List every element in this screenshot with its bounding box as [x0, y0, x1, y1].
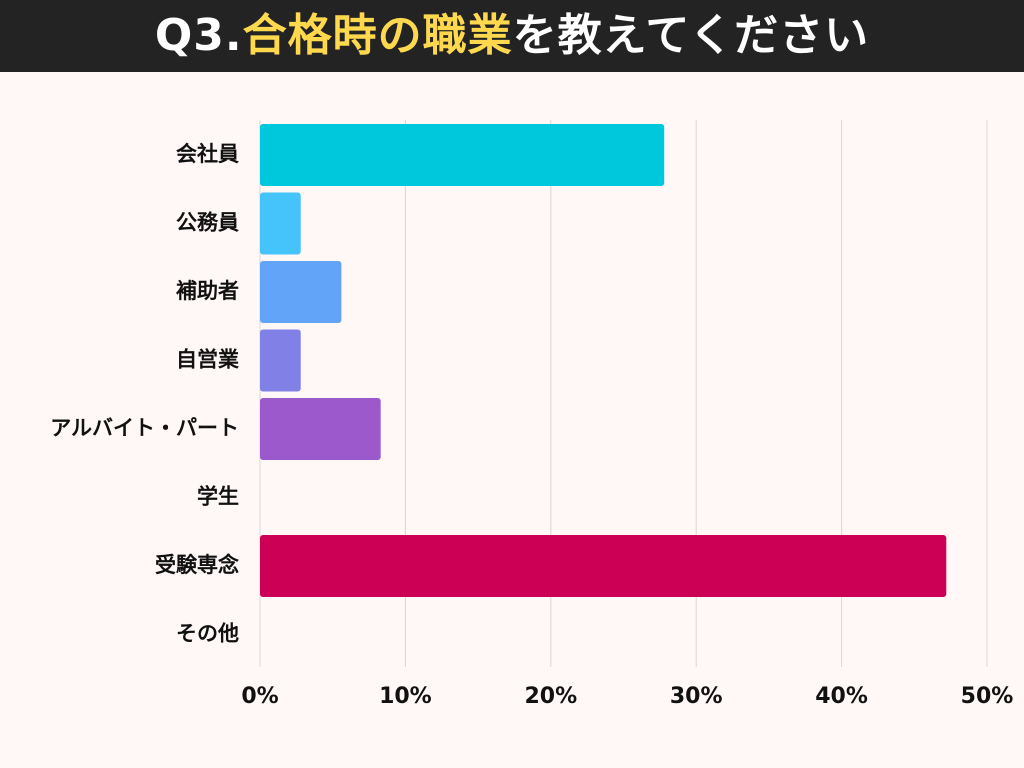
category-label: 会社員 [176, 142, 239, 166]
x-tick-label: 20% [524, 684, 577, 709]
category-label: その他 [176, 622, 239, 646]
bar [260, 329, 301, 392]
x-tick-label: 0% [241, 684, 278, 709]
bar [260, 124, 665, 186]
category-label: 補助者 [175, 279, 239, 303]
bar [260, 192, 301, 255]
chart-title-suffix: を教えてください [512, 10, 870, 61]
bar [260, 398, 381, 460]
category-label: 自営業 [176, 348, 240, 372]
category-label: 受験専念 [155, 553, 239, 577]
category-label: 学生 [197, 485, 239, 509]
chart-title-banner: Q3. 合格時の職業 を教えてください [0, 0, 1024, 72]
x-tick-label: 30% [670, 684, 723, 709]
x-tick-labels: 0% 10% 20% 30% 40% 50% [241, 684, 1013, 709]
category-label: アルバイト・パート [50, 416, 239, 440]
bar [260, 261, 342, 323]
chart-title-highlight: 合格時の職業 [242, 10, 513, 61]
x-tick-label: 50% [961, 684, 1014, 709]
bars [260, 124, 947, 597]
x-tick-label: 10% [379, 684, 432, 709]
x-tick-label: 40% [815, 684, 868, 709]
bar [260, 535, 947, 597]
category-label: 公務員 [176, 211, 239, 235]
chart-title-prefix: Q3. [154, 10, 243, 61]
